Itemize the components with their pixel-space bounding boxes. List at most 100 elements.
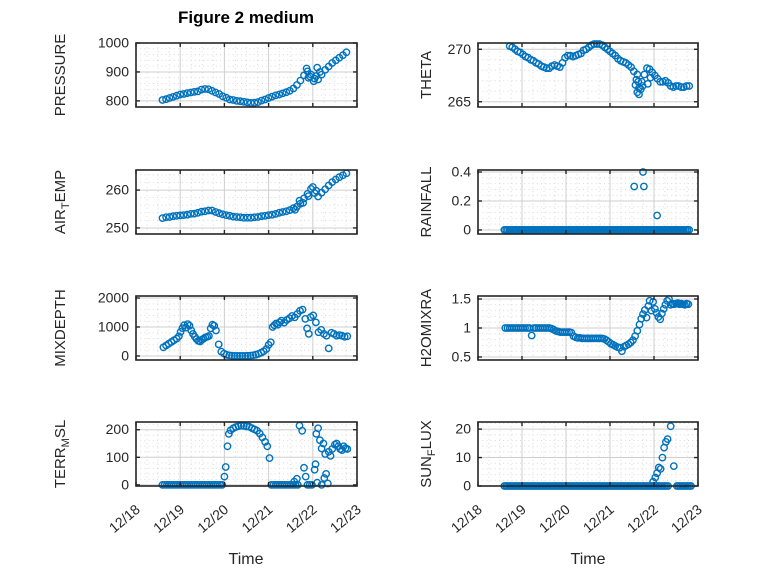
subplot-pressure: 800 900 1000 [98,35,358,108]
data-point [158,214,167,223]
data-point [320,474,329,482]
data-point [682,82,691,90]
data-point [218,210,227,219]
data-point [672,82,680,90]
data-point [292,474,301,483]
scatter-markers [501,295,693,356]
x-tick-label: 12/20 [536,501,573,536]
data-point [304,329,313,338]
x-tick-label: 12/23 [668,501,705,536]
data-point [262,345,271,353]
data-point [185,321,194,330]
data-point [684,300,693,309]
y-tick-label: 0 [121,347,129,363]
data-point [527,331,536,340]
data-point [317,444,326,453]
ylabel-part: SUN [418,456,435,488]
data-point [304,192,313,201]
axis-box [135,295,358,361]
data-point [162,213,171,222]
data-point [296,76,305,85]
subplot-rainfall: 0 0.2 0.4 [452,164,699,237]
data-point [250,98,259,107]
data-point [271,91,280,100]
data-point [236,97,245,106]
data-point [311,318,320,327]
data-point [592,40,601,48]
data-point [282,88,291,97]
y-tick-label: 265 [448,93,472,109]
tick-marks [477,43,699,107]
y-tick-label: 260 [106,182,130,198]
data-point [685,225,694,234]
ylabel-terr-msl: TERRMSL [50,369,72,539]
data-point [637,314,646,323]
x-tick-label: 12/23 [327,501,364,536]
y-tick-label: 250 [106,219,130,235]
x-tick-label: 12/18 [448,501,485,536]
data-point [176,211,185,220]
data-point [238,351,247,360]
data-point [282,207,291,216]
data-point [309,311,318,320]
subplot-mixdepth: 0 1000 2000 [98,290,358,363]
data-point [322,469,330,478]
data-point [649,297,657,306]
data-point [223,442,232,451]
data-point [658,453,667,462]
data-point [317,70,326,79]
y-tick-label: 0 [121,476,129,492]
data-point [266,338,275,347]
data-point [653,211,661,220]
data-point [661,300,670,309]
data-point [235,351,244,360]
x-tick-label: 12/22 [283,501,320,536]
data-point [319,439,328,448]
data-point [227,351,236,360]
ylabel-part: AIR [52,209,69,235]
ylabel-part: LUX [418,420,435,450]
ylabel-part: F [426,449,438,457]
data-point [261,437,269,446]
data-point [271,209,280,218]
x-tick-label: 12/19 [492,501,529,536]
y-tick-label: 0.5 [452,348,472,364]
data-point [643,80,652,88]
data-point [179,90,188,98]
x-tick-label: 12/21 [238,501,275,536]
data-point [229,212,238,221]
y-tick-label: 270 [448,41,472,57]
data-point [183,210,192,219]
scatter-markers [158,421,352,489]
data-point [230,351,239,360]
data-point [212,326,220,335]
data-point [239,97,248,106]
data-point [666,422,675,431]
x-tick-label: 12/19 [150,501,187,536]
subplot-airtemp: 250 260 [106,169,358,235]
scatter-markers [158,169,351,223]
data-point [176,327,185,336]
axis-box [135,42,358,108]
ylabel-part: EMP [52,169,69,203]
data-point [298,426,307,435]
data-point [190,88,199,96]
data-point [211,208,220,216]
data-point [243,98,252,107]
minor-grid [136,170,357,234]
data-point [201,85,209,93]
data-point [165,94,174,102]
ylabel-part: RAINFALL [418,166,435,238]
data-point [314,424,322,433]
y-tick-label: 800 [106,92,130,108]
major-grid [478,422,698,486]
data-point [229,96,238,104]
ylabel-part: M [60,438,72,448]
data-point [232,97,241,105]
tick-marks [477,422,699,487]
tick-marks [135,422,358,486]
data-point [652,308,661,317]
data-point [176,90,185,99]
data-point [342,48,351,57]
minor-grid [478,43,698,107]
